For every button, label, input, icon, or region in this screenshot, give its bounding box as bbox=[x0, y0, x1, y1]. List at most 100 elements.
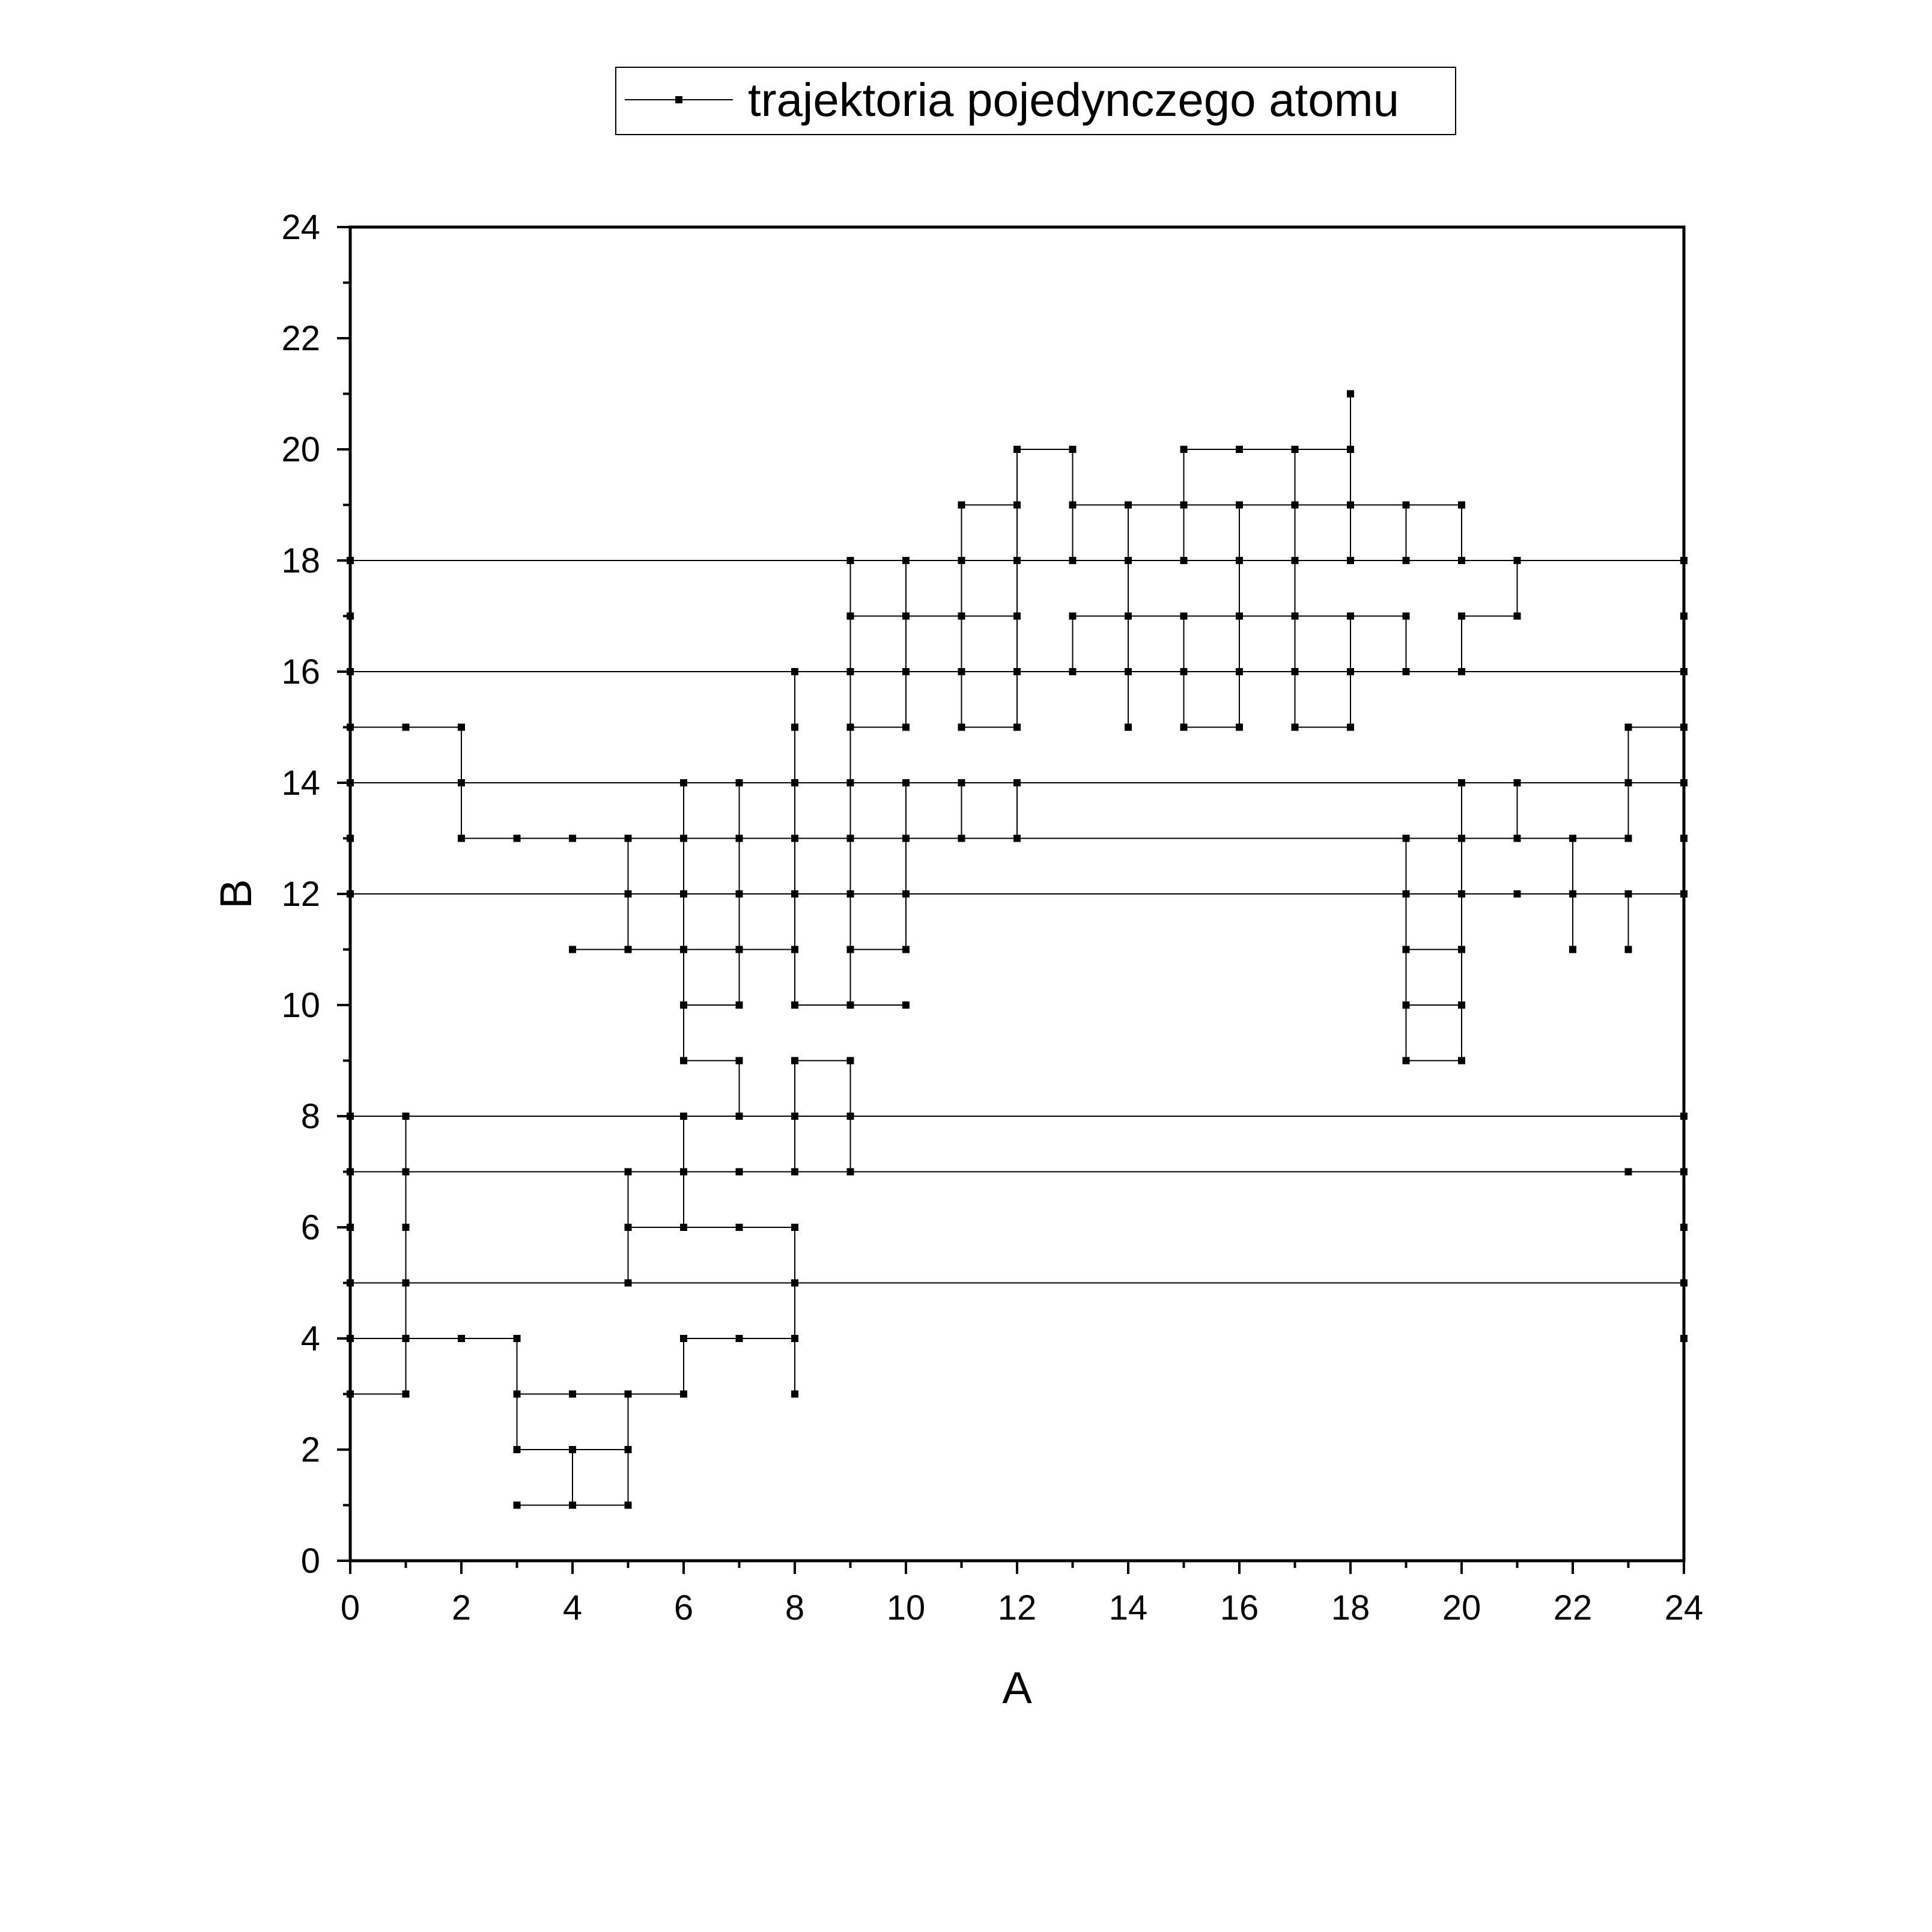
trajectory-point bbox=[958, 501, 965, 509]
trajectory-point bbox=[902, 946, 910, 953]
trajectory-point bbox=[1402, 890, 1410, 898]
trajectory-point bbox=[458, 779, 465, 786]
trajectory-point bbox=[735, 946, 743, 953]
trajectory-point bbox=[1624, 1168, 1632, 1176]
trajectory-point bbox=[1180, 557, 1188, 564]
trajectory-point bbox=[569, 1446, 576, 1453]
trajectory-point bbox=[735, 890, 743, 898]
y-tick-label: 12 bbox=[281, 875, 320, 914]
trajectory-point bbox=[1402, 1001, 1410, 1009]
trajectory-point bbox=[958, 668, 965, 675]
trajectory-point bbox=[902, 612, 910, 620]
x-tick-label: 2 bbox=[452, 1588, 471, 1627]
trajectory-point bbox=[402, 1335, 410, 1342]
trajectory-point bbox=[624, 890, 632, 898]
trajectory-point bbox=[1236, 446, 1243, 453]
trajectory-point bbox=[958, 723, 965, 731]
trajectory-point bbox=[791, 1001, 798, 1009]
trajectory-point bbox=[1013, 668, 1021, 675]
trajectory-point bbox=[1402, 946, 1410, 953]
trajectory-point bbox=[1347, 446, 1354, 453]
trajectory-point bbox=[402, 723, 410, 731]
trajectory-point bbox=[680, 1113, 687, 1120]
trajectory-point bbox=[1624, 946, 1632, 953]
trajectory-point bbox=[846, 946, 854, 953]
trajectory-point bbox=[735, 1224, 743, 1231]
trajectory-point bbox=[1013, 834, 1021, 842]
trajectory-point bbox=[1013, 557, 1021, 564]
trajectory-point bbox=[1458, 946, 1465, 953]
trajectory-point bbox=[1458, 557, 1465, 564]
x-tick-label: 12 bbox=[998, 1588, 1037, 1627]
trajectory-point bbox=[791, 946, 798, 953]
trajectory-point bbox=[1569, 890, 1576, 898]
trajectory-point bbox=[1347, 390, 1354, 398]
trajectory-point bbox=[1513, 557, 1521, 564]
trajectory-point bbox=[1125, 668, 1132, 675]
x-tick-label: 0 bbox=[341, 1588, 360, 1627]
legend: trajektoria pojedynczego atomu bbox=[615, 67, 1456, 135]
trajectory-point bbox=[680, 1001, 687, 1009]
x-tick-label: 14 bbox=[1109, 1588, 1148, 1627]
trajectory-point bbox=[458, 723, 465, 731]
trajectory-point bbox=[1347, 557, 1354, 564]
trajectory-point bbox=[1291, 557, 1299, 564]
trajectory-point bbox=[1125, 557, 1132, 564]
trajectory-point bbox=[791, 1390, 798, 1398]
trajectory-point bbox=[624, 1279, 632, 1287]
y-tick-label: 24 bbox=[281, 208, 320, 247]
trajectory-point bbox=[1624, 779, 1632, 786]
trajectory-point bbox=[1291, 612, 1299, 620]
trajectory-point bbox=[1013, 779, 1021, 786]
trajectory-point bbox=[1458, 890, 1465, 898]
trajectory-point bbox=[735, 779, 743, 786]
trajectory-point bbox=[846, 834, 854, 842]
trajectory-point bbox=[624, 834, 632, 842]
series-group bbox=[347, 390, 1687, 1509]
trajectory-point bbox=[1291, 723, 1299, 731]
legend-label: trajektoria pojedynczego atomu bbox=[748, 73, 1399, 126]
trajectory-point bbox=[791, 1168, 798, 1176]
trajectory-point bbox=[1513, 779, 1521, 786]
trajectory-point bbox=[569, 946, 576, 953]
trajectory-point bbox=[735, 1335, 743, 1342]
trajectory-point bbox=[402, 1168, 410, 1176]
trajectory-point bbox=[680, 1224, 687, 1231]
y-tick-label: 6 bbox=[301, 1208, 320, 1247]
trajectory-point bbox=[1236, 501, 1243, 509]
trajectory-point bbox=[735, 1168, 743, 1176]
trajectory-point bbox=[902, 1001, 910, 1009]
x-tick-label: 22 bbox=[1554, 1588, 1593, 1627]
trajectory-point bbox=[1402, 557, 1410, 564]
x-tick-label: 18 bbox=[1331, 1588, 1370, 1627]
legend-box bbox=[615, 67, 1456, 135]
y-tick-label: 8 bbox=[301, 1097, 320, 1136]
trajectory-point bbox=[902, 834, 910, 842]
y-tick-label: 4 bbox=[301, 1319, 320, 1358]
trajectory-point bbox=[1569, 946, 1576, 953]
trajectory-point bbox=[1013, 723, 1021, 731]
trajectory-point bbox=[1125, 501, 1132, 509]
trajectory-point bbox=[1458, 1057, 1465, 1065]
trajectory-point bbox=[1180, 501, 1188, 509]
trajectory-point bbox=[791, 1279, 798, 1287]
trajectory-point bbox=[1513, 890, 1521, 898]
trajectory-point bbox=[1402, 834, 1410, 842]
trajectory-point bbox=[1458, 668, 1465, 675]
trajectory-point bbox=[902, 723, 910, 731]
trajectory-point bbox=[1513, 612, 1521, 620]
trajectory-point bbox=[1402, 668, 1410, 675]
trajectory-point bbox=[846, 779, 854, 786]
trajectory-point bbox=[846, 1057, 854, 1065]
trajectory-point bbox=[1347, 668, 1354, 675]
trajectory-point bbox=[1236, 557, 1243, 564]
y-tick-label: 14 bbox=[281, 764, 320, 803]
trajectory-point bbox=[1180, 723, 1188, 731]
trajectory-point bbox=[791, 1113, 798, 1120]
trajectory-point bbox=[458, 834, 465, 842]
legend-marker-sample bbox=[675, 96, 682, 103]
trajectory-point bbox=[1069, 557, 1077, 564]
trajectory-point bbox=[846, 668, 854, 675]
trajectory-point bbox=[624, 946, 632, 953]
